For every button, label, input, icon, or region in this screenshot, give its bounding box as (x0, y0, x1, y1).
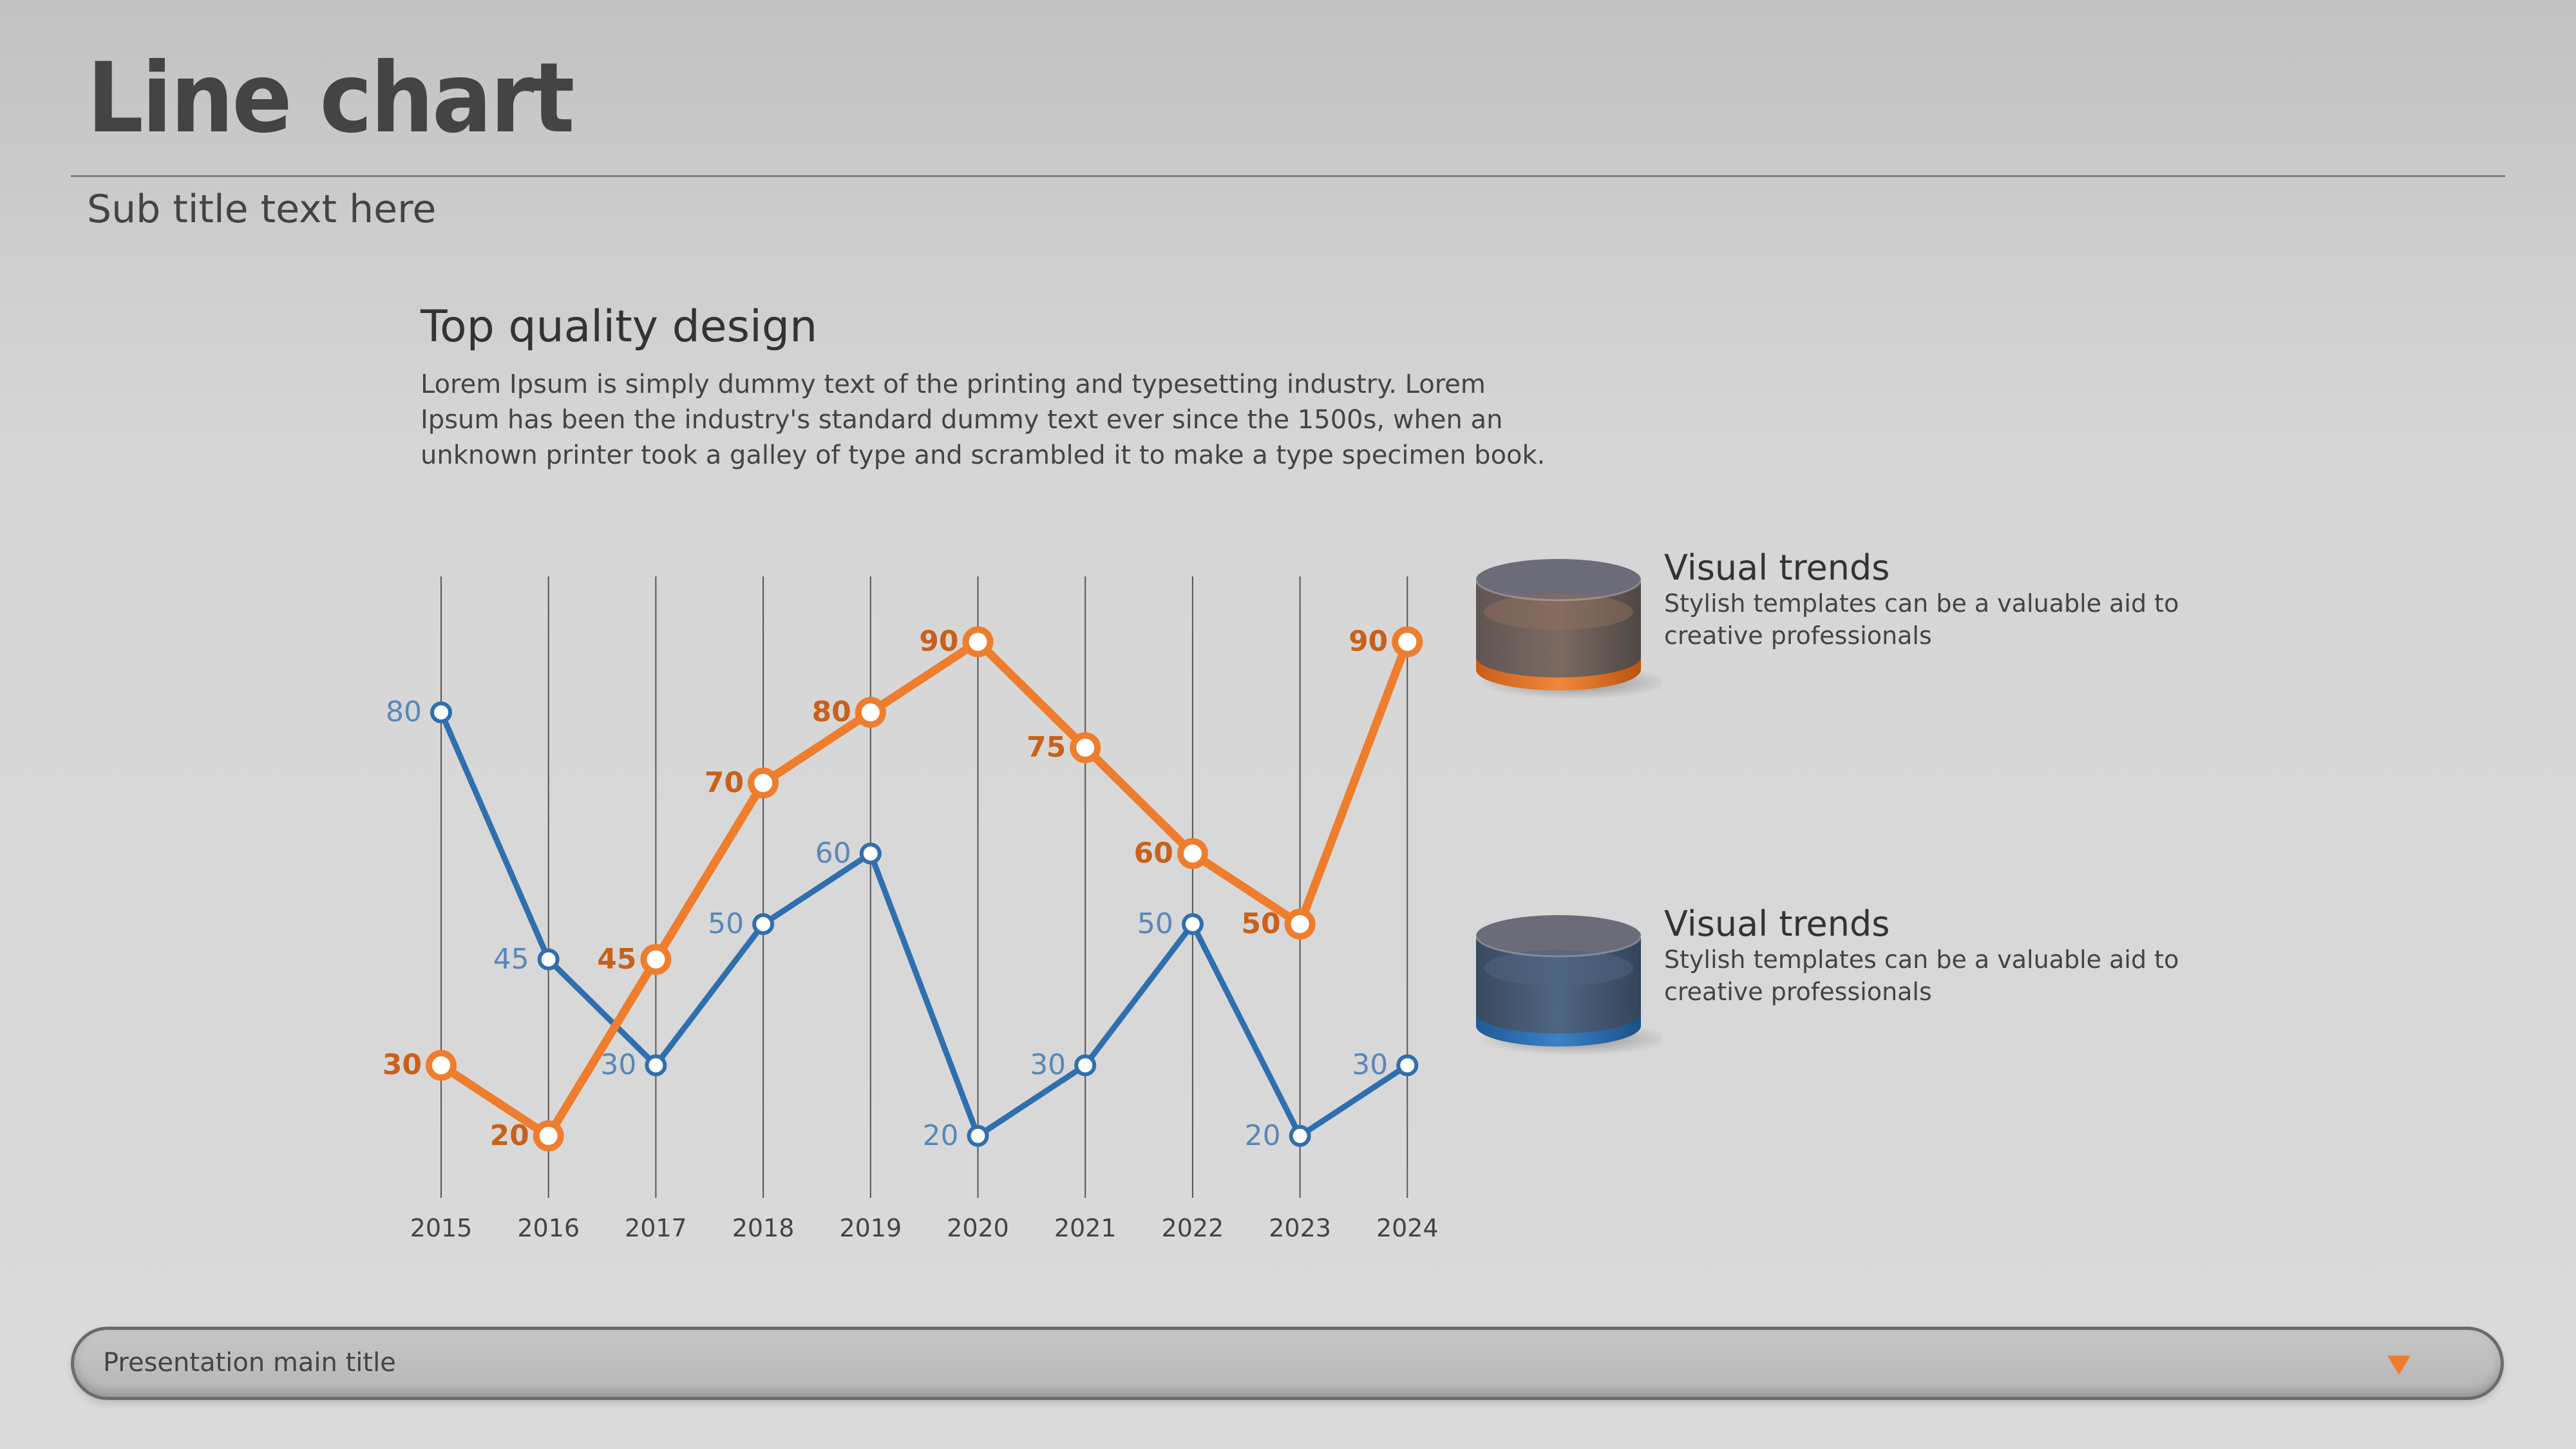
data-label: 60 (1134, 837, 1173, 869)
data-label: 50 (1241, 907, 1280, 940)
legend-text-line: creative professionals (1664, 978, 1932, 1006)
x-tick-label: 2024 (1376, 1214, 1439, 1242)
legend-text: Stylish templates can be a valuable aid … (1664, 587, 2179, 652)
data-label: 20 (923, 1119, 959, 1152)
x-tick-label: 2018 (732, 1214, 795, 1242)
page-title: Line chart (87, 43, 574, 155)
intro-line: unknown printer took a galley of type an… (421, 440, 1546, 470)
legend-title: Visual trends (1664, 547, 1890, 588)
data-point (1181, 913, 1204, 935)
x-tick-label: 2023 (1269, 1214, 1331, 1242)
data-point (859, 842, 882, 865)
footer-title: Presentation main title (103, 1348, 396, 1378)
data-label: 50 (708, 907, 744, 940)
legend-text: Stylish templates can be a valuable aid … (1664, 943, 2179, 1008)
series-line (437, 638, 1412, 1141)
legend-title: Visual trends (1664, 904, 1890, 944)
intro-line: Ipsum has been the industry's standard d… (421, 405, 1503, 435)
data-label: 30 (383, 1048, 422, 1081)
data-label: 30 (1030, 1048, 1066, 1081)
data-point (1070, 732, 1101, 763)
data-label: 60 (815, 837, 851, 869)
data-point (1396, 1054, 1419, 1077)
data-label: 45 (493, 943, 529, 976)
data-point (1392, 626, 1423, 658)
data-label: 75 (1027, 731, 1066, 764)
intro-body: Lorem Ipsum is simply dummy text of the … (421, 367, 1546, 473)
data-label: 80 (386, 696, 422, 728)
data-label: 70 (705, 766, 744, 799)
data-point (645, 1054, 667, 1077)
blue-cylinder-icon (1475, 915, 1662, 1056)
data-point (1177, 838, 1208, 869)
x-tick-label: 2020 (947, 1214, 1009, 1242)
line-chart: 2015 2016 2017 2018 2019 2020 2021 2022 2023 2024… (383, 576, 1439, 1242)
footer-bar[interactable]: Presentation main title (71, 1327, 2504, 1400)
intro-heading: Top quality design (421, 301, 818, 352)
data-point (537, 948, 560, 971)
x-tick-label: 2019 (839, 1214, 902, 1242)
data-point (748, 767, 779, 799)
legend-text-line: Stylish templates can be a valuable aid … (1664, 945, 2179, 974)
intro-line: Lorem Ipsum is simply dummy text of the … (421, 370, 1486, 399)
legend-text-line: creative professionals (1664, 621, 1932, 650)
data-label: 90 (1349, 625, 1388, 658)
data-label: 30 (600, 1048, 636, 1081)
data-point (533, 1120, 564, 1151)
page-subtitle: Sub title text here (87, 187, 437, 232)
data-point (430, 701, 452, 724)
x-tick-label: 2021 (1054, 1214, 1117, 1242)
data-point (426, 1050, 457, 1081)
data-label: 45 (597, 943, 636, 976)
data-point (962, 626, 994, 658)
data-point (1074, 1054, 1097, 1077)
data-point (967, 1124, 989, 1147)
data-label: 30 (1352, 1048, 1388, 1081)
x-tick-label: 2017 (625, 1214, 687, 1242)
data-point (640, 943, 672, 975)
data-point (1289, 1124, 1311, 1147)
data-label: 20 (489, 1119, 529, 1152)
data-point (752, 913, 775, 935)
title-divider (71, 175, 2505, 177)
triangle-down-icon[interactable] (2386, 1354, 2412, 1376)
data-point (1284, 909, 1316, 940)
x-tick-label: 2015 (410, 1214, 473, 1242)
x-tick-label: 2016 (517, 1214, 580, 1242)
x-tick-label: 2022 (1162, 1214, 1224, 1242)
data-point (855, 697, 886, 728)
data-label: 20 (1245, 1119, 1281, 1152)
data-label: 80 (812, 696, 851, 728)
legend-text-line: Stylish templates can be a valuable aid … (1664, 589, 2179, 618)
data-label: 90 (919, 625, 958, 658)
data-label: 50 (1137, 907, 1173, 940)
orange-cylinder-icon (1475, 559, 1662, 699)
series-line (438, 709, 1410, 1139)
